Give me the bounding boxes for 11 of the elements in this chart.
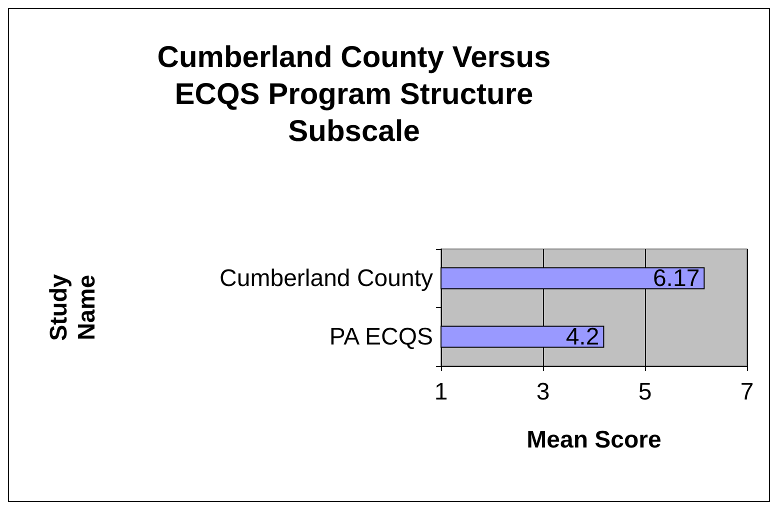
y-tick-label: Cumberland County (220, 264, 433, 292)
x-axis-title: Mean Score (526, 426, 662, 454)
x-tick-label: 7 (740, 378, 754, 406)
x-tick-label: 3 (536, 378, 550, 406)
x-tick-label: 1 (434, 378, 448, 406)
data-label: 6.17 (652, 264, 700, 292)
data-label: 4.2 (566, 323, 600, 350)
x-tick-label: 5 (638, 378, 652, 406)
y-axis-title: Study Name (46, 274, 100, 341)
y-tick-label: PA ECQS (329, 323, 433, 350)
chart-title: Cumberland County Versus ECQS Program Structure Subscale (157, 41, 551, 148)
